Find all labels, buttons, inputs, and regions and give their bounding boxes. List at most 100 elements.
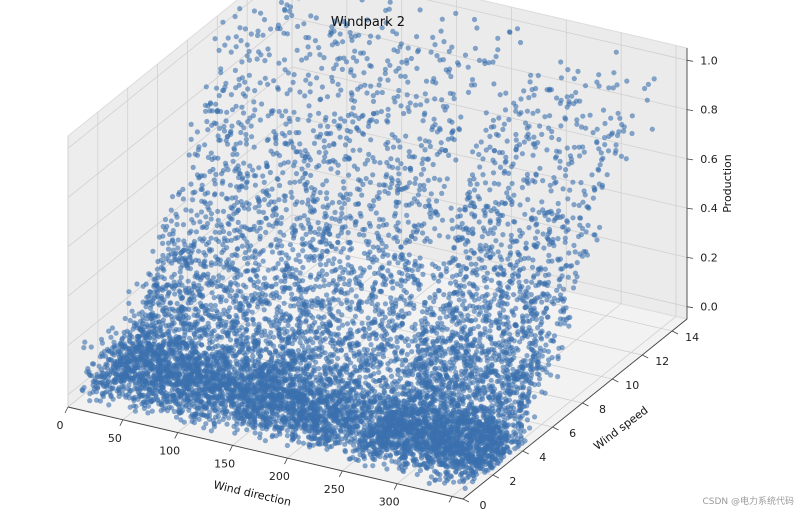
data-point bbox=[245, 119, 251, 125]
data-point bbox=[426, 139, 432, 145]
data-point bbox=[294, 216, 300, 222]
data-point bbox=[356, 357, 362, 363]
data-point bbox=[272, 275, 278, 281]
data-point bbox=[205, 320, 211, 326]
data-point bbox=[356, 115, 362, 121]
data-point bbox=[508, 250, 514, 256]
data-point bbox=[506, 185, 512, 191]
data-point bbox=[247, 163, 253, 169]
data-point bbox=[239, 243, 245, 249]
data-point bbox=[161, 297, 167, 303]
data-point bbox=[515, 251, 522, 257]
data-point bbox=[468, 261, 474, 267]
data-point bbox=[402, 165, 408, 171]
data-point bbox=[348, 287, 354, 293]
data-point bbox=[571, 242, 577, 248]
data-point bbox=[491, 81, 497, 87]
data-point bbox=[321, 138, 327, 144]
data-point bbox=[387, 310, 393, 316]
data-point bbox=[535, 72, 541, 79]
data-point bbox=[524, 417, 531, 423]
data-point bbox=[289, 12, 295, 18]
data-point bbox=[519, 184, 526, 191]
data-point bbox=[147, 305, 154, 311]
data-point bbox=[300, 248, 306, 254]
data-point bbox=[356, 351, 362, 357]
data-point bbox=[291, 296, 297, 302]
data-point bbox=[218, 66, 224, 72]
data-point bbox=[215, 217, 221, 223]
data-point bbox=[399, 357, 405, 363]
data-point bbox=[257, 236, 263, 242]
data-point bbox=[244, 179, 250, 185]
data-point bbox=[388, 175, 394, 181]
data-point bbox=[517, 233, 523, 239]
data-point bbox=[419, 160, 425, 167]
data-point bbox=[424, 235, 430, 242]
data-point bbox=[472, 336, 478, 342]
data-point bbox=[317, 340, 324, 346]
data-point bbox=[370, 364, 376, 370]
data-point bbox=[522, 211, 528, 217]
data-point bbox=[168, 218, 174, 224]
data-point bbox=[335, 355, 341, 361]
data-point bbox=[203, 302, 209, 309]
data-point bbox=[529, 264, 536, 270]
data-point bbox=[376, 369, 382, 375]
data-point bbox=[465, 64, 471, 70]
data-point bbox=[300, 242, 306, 248]
data-point bbox=[351, 350, 357, 356]
data-point bbox=[270, 223, 276, 229]
data-point bbox=[228, 49, 234, 55]
data-point bbox=[233, 304, 239, 310]
data-point bbox=[252, 88, 258, 94]
data-point bbox=[473, 261, 479, 267]
data-point bbox=[271, 319, 277, 325]
data-point bbox=[269, 283, 275, 289]
data-point bbox=[504, 368, 511, 374]
data-point bbox=[216, 273, 222, 279]
data-point bbox=[498, 342, 504, 348]
data-point bbox=[245, 321, 251, 327]
data-point bbox=[412, 334, 418, 340]
data-point bbox=[303, 312, 309, 318]
data-point bbox=[223, 80, 229, 86]
data-point bbox=[394, 238, 401, 245]
data-point bbox=[201, 199, 208, 205]
data-point bbox=[445, 69, 452, 75]
data-point bbox=[465, 384, 471, 390]
data-point bbox=[493, 238, 499, 244]
data-point bbox=[556, 149, 563, 155]
data-point bbox=[420, 230, 426, 236]
data-point bbox=[473, 317, 479, 323]
data-point bbox=[537, 165, 543, 171]
data-point bbox=[513, 345, 520, 351]
data-point bbox=[171, 241, 177, 247]
data-point bbox=[356, 327, 362, 333]
data-point bbox=[517, 283, 523, 289]
data-point bbox=[613, 49, 619, 55]
data-point bbox=[340, 18, 346, 24]
data-point bbox=[576, 233, 582, 240]
data-point bbox=[198, 209, 205, 215]
data-point bbox=[590, 130, 596, 136]
data-point bbox=[505, 221, 511, 227]
data-point bbox=[524, 376, 530, 383]
data-point bbox=[571, 202, 577, 208]
data-point bbox=[377, 160, 383, 166]
data-point bbox=[309, 255, 315, 261]
data-point bbox=[475, 324, 481, 330]
data-point bbox=[325, 123, 331, 130]
data-point bbox=[449, 217, 455, 223]
data-point bbox=[495, 272, 502, 278]
data-point bbox=[232, 275, 238, 281]
data-point bbox=[583, 249, 589, 255]
data-point bbox=[563, 263, 569, 269]
data-point bbox=[585, 204, 591, 210]
data-point bbox=[510, 292, 517, 298]
data-point bbox=[455, 214, 461, 220]
data-point bbox=[570, 179, 576, 185]
data-point bbox=[232, 13, 238, 20]
data-point bbox=[600, 107, 607, 113]
data-point bbox=[428, 191, 434, 197]
